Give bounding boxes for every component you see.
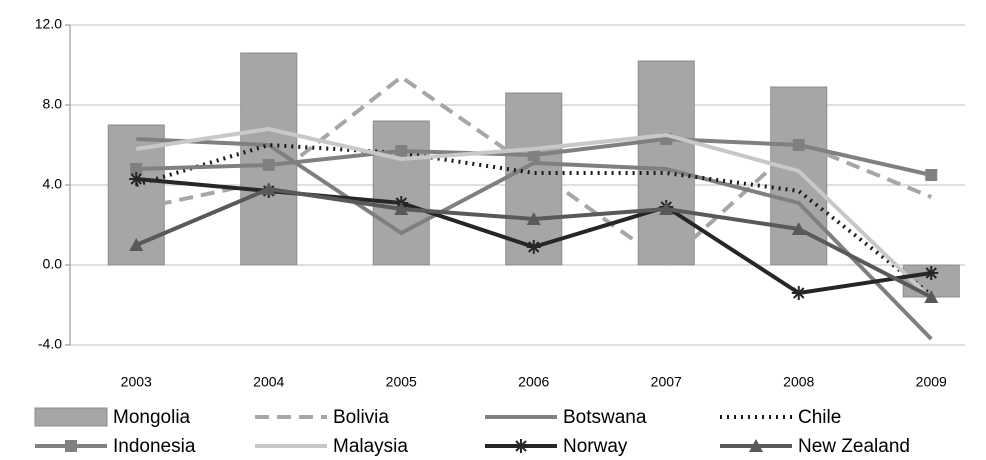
marker bbox=[514, 439, 528, 453]
legend-item: Indonesia bbox=[35, 436, 196, 457]
marker bbox=[659, 202, 674, 215]
x-tick-label: 2003 bbox=[121, 374, 152, 390]
legend-label: New Zealand bbox=[798, 436, 910, 457]
x-tick-label: 2004 bbox=[253, 374, 284, 390]
bar bbox=[637, 60, 695, 266]
legend-label: Norway bbox=[563, 436, 628, 457]
bar bbox=[770, 86, 828, 266]
marker bbox=[65, 440, 77, 452]
legend-item: Bolivia bbox=[255, 407, 389, 428]
legend-item: Malaysia bbox=[255, 436, 408, 457]
line bbox=[136, 137, 933, 341]
marker bbox=[526, 212, 541, 225]
x-tick-label: 2006 bbox=[518, 374, 549, 390]
y-tick-label: 8.0 bbox=[43, 96, 63, 112]
legend-label: Chile bbox=[798, 407, 841, 428]
legend-label: Botswana bbox=[563, 407, 647, 428]
marker bbox=[394, 202, 409, 215]
marker bbox=[262, 159, 275, 171]
marker bbox=[129, 172, 144, 186]
y-tick-label: 12.0 bbox=[35, 16, 62, 32]
marker bbox=[924, 290, 939, 303]
y-tick-label: 0.0 bbox=[43, 256, 63, 272]
x-tick-label: 2009 bbox=[916, 374, 947, 390]
x-tick-label: 2007 bbox=[651, 374, 682, 390]
legend-label: Malaysia bbox=[333, 436, 408, 457]
marker-stroke bbox=[925, 267, 937, 279]
marker bbox=[925, 169, 938, 181]
marker bbox=[791, 222, 806, 235]
marker-stroke bbox=[130, 173, 142, 185]
marker bbox=[924, 266, 939, 280]
marker bbox=[791, 286, 806, 300]
marker bbox=[129, 238, 144, 251]
legend-item: Mongolia bbox=[34, 407, 191, 428]
legend-label: Bolivia bbox=[333, 407, 389, 428]
marker bbox=[395, 145, 408, 157]
y-tick-label: 4.0 bbox=[43, 176, 63, 192]
marker-stroke bbox=[793, 287, 805, 299]
legend-item: New Zealand bbox=[720, 436, 910, 457]
legend-label: Indonesia bbox=[113, 436, 196, 457]
legend-label: Mongolia bbox=[113, 407, 191, 428]
legend-item: Botswana bbox=[485, 407, 647, 428]
line bbox=[135, 127, 933, 301]
legend-swatch bbox=[34, 407, 108, 427]
x-tick-label: 2005 bbox=[386, 374, 417, 390]
bar bbox=[372, 120, 430, 266]
legend-item: Norway bbox=[485, 436, 628, 457]
marker-stroke bbox=[528, 241, 540, 253]
legend-item: Chile bbox=[720, 407, 841, 428]
marker bbox=[526, 240, 541, 254]
marker bbox=[261, 182, 276, 195]
marker bbox=[527, 149, 540, 161]
marker bbox=[749, 439, 763, 452]
marker bbox=[130, 163, 143, 175]
line bbox=[135, 75, 933, 265]
x-tick-label: 2008 bbox=[783, 374, 814, 390]
marker bbox=[792, 139, 805, 151]
y-tick-label: -4.0 bbox=[38, 336, 62, 352]
marker-stroke bbox=[515, 440, 527, 452]
